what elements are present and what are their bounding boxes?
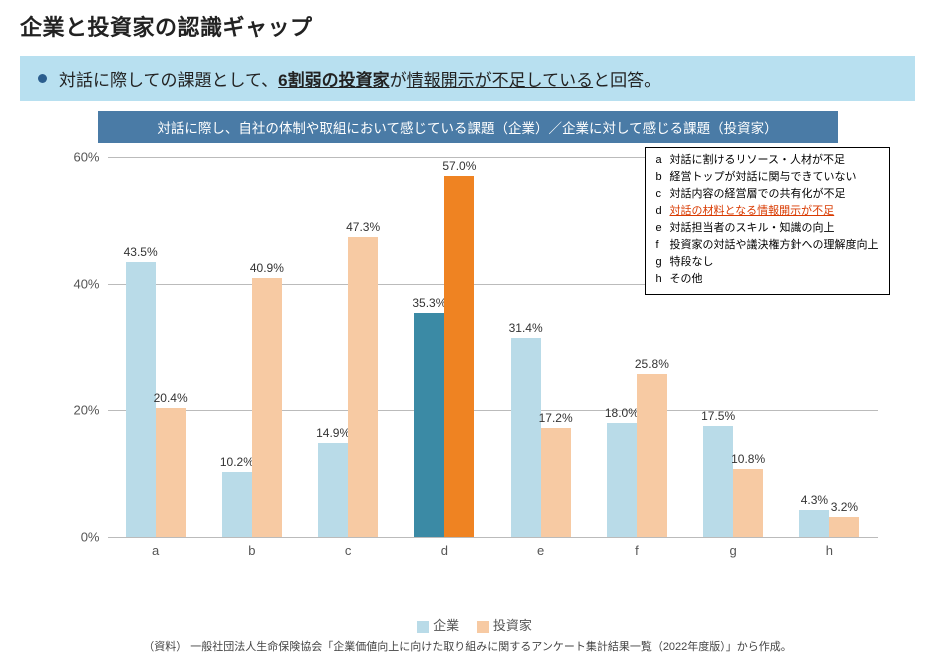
legend-key: e [656,220,670,237]
legend-key: d [656,203,670,220]
y-tick: 60% [73,150,99,165]
highlight-pre: 対話に際しての課題として、 [59,71,278,90]
legend-text: 対話の材料となる情報開示が不足 [670,205,835,217]
highlight-bold: 6割弱の投資家 [278,71,389,90]
bar: 10.8% [733,469,763,537]
bar: 10.2% [222,472,252,537]
legend-text: 対話担当者のスキル・知識の向上 [670,222,835,234]
highlight-post: と回答。 [593,71,661,90]
bar-value-label: 40.9% [250,261,284,275]
bar: 18.0% [607,423,637,537]
legend-row: hその他 [656,271,879,288]
bar-value-label: 17.2% [539,411,573,425]
legend-key: b [656,169,670,186]
bar-group: 14.9%47.3%c [300,157,396,537]
highlight-bar: 対話に際しての課題として、6割弱の投資家が情報開示が不足していると回答。 [20,56,915,101]
legend-row: c対話内容の経営層での共有化が不足 [656,186,879,203]
bar: 17.2% [541,428,571,537]
bar-group: 10.2%40.9%b [204,157,300,537]
bar: 25.8% [637,374,667,537]
legend-row: f投資家の対話や議決権方針への理解度向上 [656,237,879,254]
legend-row: d対話の材料となる情報開示が不足 [656,203,879,220]
bar-group: 31.4%17.2%e [493,157,589,537]
bar: 20.4% [156,408,186,537]
legend-row: e対話担当者のスキル・知識の向上 [656,220,879,237]
bar-value-label: 57.0% [442,159,476,173]
bar-group: 35.3%57.0%d [396,157,492,537]
bar-value-label: 35.3% [412,296,446,310]
bar-value-label: 17.5% [701,409,735,423]
x-tick: h [826,543,833,558]
highlight-underline: 情報開示が不足している [407,71,594,90]
highlight-text: 対話に際しての課題として、6割弱の投資家が情報開示が不足していると回答。 [59,66,661,91]
bar: 40.9% [252,278,282,537]
bar-value-label: 4.3% [801,493,828,507]
legend-row: a対話に割けるリソース・人材が不足 [656,152,879,169]
swatch-series-2 [477,621,489,633]
bar-value-label: 31.4% [509,321,543,335]
page-title: 企業と投資家の認識ギャップ [20,10,915,42]
swatch-series-1 [417,621,429,633]
highlight-mid: が [390,71,407,90]
bar-value-label: 10.8% [731,452,765,466]
bar-value-label: 3.2% [831,500,858,514]
series-2-label: 投資家 [493,618,532,633]
bar: 3.2% [829,517,859,537]
x-tick: a [152,543,159,558]
y-tick: 20% [73,403,99,418]
x-tick: d [441,543,448,558]
bar-value-label: 43.5% [124,245,158,259]
bar-value-label: 10.2% [220,455,254,469]
legend-text: 投資家の対話や議決権方針への理解度向上 [670,239,879,251]
y-tick: 40% [73,276,99,291]
legend-key: f [656,237,670,254]
bar-chart: 0%20%40%60%43.5%20.4%a10.2%40.9%b14.9%47… [38,147,898,587]
series-legend: 企業 投資家 [20,615,915,634]
bar: 47.3% [348,237,378,537]
sub-banner: 対話に際し、自社の体制や取組において感じている課題（企業）／企業に対して感じる課… [98,111,838,143]
legend-text: 特段なし [670,256,714,268]
bar: 14.9% [318,443,348,537]
bar-group: 43.5%20.4%a [108,157,204,537]
bar-value-label: 18.0% [605,406,639,420]
legend-row: b経営トップが対話に関与できていない [656,169,879,186]
bar: 31.4% [511,338,541,537]
x-tick: b [248,543,255,558]
legend-text: その他 [670,273,703,285]
y-tick: 0% [81,530,100,545]
source-text: （資料） 一般社団法人生命保険協会「企業価値向上に向けた取り組みに関するアンケー… [20,638,915,654]
legend-text: 対話に割けるリソース・人材が不足 [670,154,845,166]
legend-row: g特段なし [656,254,879,271]
series-1-label: 企業 [433,618,459,633]
bar: 43.5% [126,262,156,538]
bar: 4.3% [799,510,829,537]
legend-text: 経営トップが対話に関与できていない [670,171,857,183]
bar-value-label: 14.9% [316,426,350,440]
x-tick: c [345,543,352,558]
gridline [108,537,878,538]
bar-value-label: 20.4% [154,391,188,405]
bullet-icon [38,74,47,83]
bar-value-label: 47.3% [346,220,380,234]
bar: 17.5% [703,426,733,537]
bar: 35.3% [414,313,444,537]
legend-text: 対話内容の経営層での共有化が不足 [670,188,846,200]
legend-key: c [656,186,670,203]
x-tick: e [537,543,544,558]
legend-key: g [656,254,670,271]
x-tick: g [730,543,737,558]
bar: 57.0% [444,176,474,537]
x-tick: f [635,543,639,558]
bar-value-label: 25.8% [635,357,669,371]
legend-key: h [656,271,670,288]
legend-key: a [656,152,670,169]
legend-box: a対話に割けるリソース・人材が不足b経営トップが対話に関与できていないc対話内容… [645,147,890,295]
